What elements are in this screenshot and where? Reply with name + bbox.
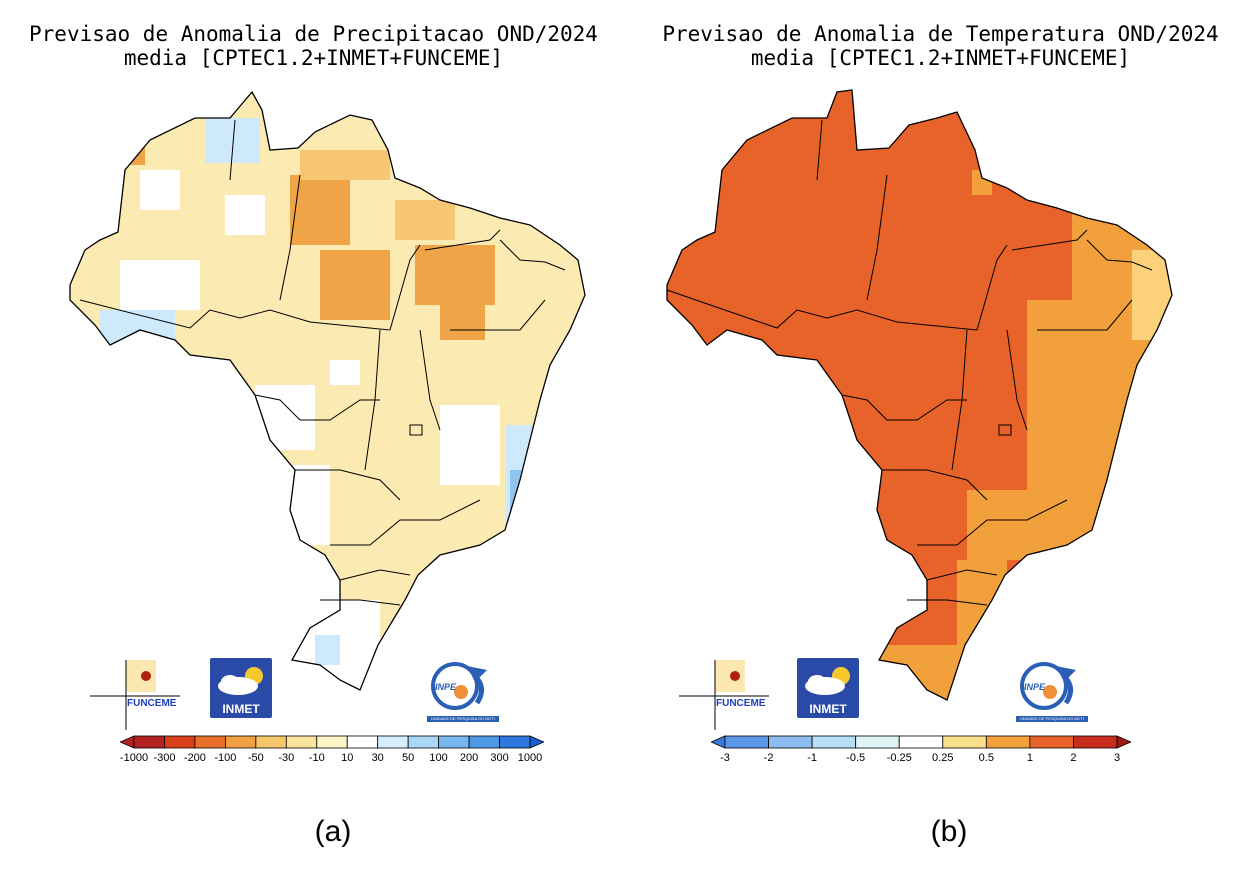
temperature-title-line2: media [CPTEC1.2+INMET+FUNCEME] bbox=[750, 46, 1131, 70]
colorbar-tick-label: 0.25 bbox=[932, 752, 954, 764]
colorbar-tick-label: -30 bbox=[278, 752, 295, 764]
inpe-sub-label: UNIDADE DE PESQUISA DO MCTI bbox=[1016, 716, 1088, 722]
inpe-logo: INPE bbox=[1020, 662, 1076, 710]
colorbar-tick-label: 1000 bbox=[517, 752, 543, 764]
precipitation-title: Previsao de Anomalia de Precipitacao OND… bbox=[0, 22, 627, 70]
colorbar-segment bbox=[133, 735, 165, 749]
funceme-label: FUNCEME bbox=[127, 698, 177, 709]
colorbar-segment bbox=[942, 735, 987, 749]
colorbar-tick-label: 10 bbox=[341, 752, 354, 764]
colorbar-arrow-right bbox=[529, 735, 544, 749]
precipitation-title-line2: media [CPTEC1.2+INMET+FUNCEME] bbox=[123, 46, 504, 70]
colorbar-tick-label: -3 bbox=[720, 752, 730, 764]
inmet-label: INMET bbox=[222, 702, 260, 716]
sun-cloud-icon bbox=[218, 667, 263, 695]
colorbar-segment bbox=[224, 735, 257, 749]
colorbar-tick-label: 2 bbox=[1070, 752, 1077, 764]
colorbar-segment bbox=[194, 735, 226, 749]
temperature-title-line1: Previsao de Anomalia de Temperatura OND/… bbox=[662, 22, 1219, 46]
colorbar-segment bbox=[499, 735, 531, 749]
colorbar-tick-label: -50 bbox=[247, 752, 264, 764]
colorbar-segment bbox=[468, 735, 500, 749]
colorbar-arrow-right bbox=[1116, 735, 1131, 749]
colorbar-tick-label: -0.25 bbox=[886, 752, 912, 764]
colorbar-tick-label: 300 bbox=[490, 752, 509, 764]
colorbar-arrow-left bbox=[120, 735, 135, 749]
colorbar-segment bbox=[407, 735, 440, 749]
colorbar-arrow-left bbox=[711, 735, 726, 749]
colorbar-tick-label: -0.5 bbox=[846, 752, 866, 764]
inpe-sub-label: UNIDADE DE PESQUISA DO MCTI bbox=[427, 716, 499, 722]
colorbar-segment bbox=[768, 735, 813, 749]
colorbar-tick-label: 0.5 bbox=[978, 752, 994, 764]
colorbar-segment bbox=[438, 735, 470, 749]
precipitation-title-line1: Previsao de Anomalia de Precipitacao OND… bbox=[29, 22, 598, 46]
caption-b: (b) bbox=[930, 815, 968, 848]
funceme-label: FUNCEME bbox=[716, 698, 766, 709]
precipitation-colorbar bbox=[120, 735, 544, 749]
colorbar-segment bbox=[898, 735, 944, 749]
colorbar-segment bbox=[346, 735, 379, 749]
sun-cloud-icon bbox=[805, 667, 850, 695]
colorbar-segment bbox=[1073, 735, 1118, 749]
colorbar-tick-label: 1 bbox=[1026, 752, 1033, 764]
colorbar-tick-label: -1000 bbox=[119, 752, 149, 764]
temperature-title: Previsao de Anomalia de Temperatura OND/… bbox=[627, 22, 1254, 70]
funceme-logo bbox=[679, 660, 769, 730]
colorbar-tick-label: 3 bbox=[1113, 752, 1121, 764]
colorbar-tick-label: -100 bbox=[214, 752, 237, 764]
colorbar-tick-label: -2 bbox=[763, 752, 774, 764]
caption-a: (a) bbox=[314, 815, 352, 848]
colorbar-tick-label: 100 bbox=[429, 752, 448, 764]
temperature-panel: Previsao de Anomalia de Temperatura OND/… bbox=[627, 0, 1254, 882]
funceme-logo bbox=[90, 660, 180, 730]
colorbar-segment bbox=[164, 735, 196, 749]
colorbar-segment bbox=[724, 735, 769, 749]
colorbar-tick-label: -300 bbox=[153, 752, 176, 764]
colorbar-tick-label: -10 bbox=[308, 752, 325, 764]
inmet-logo: INMET bbox=[797, 658, 859, 718]
inpe-label: INPE bbox=[435, 682, 457, 692]
precipitation-map bbox=[69, 90, 586, 691]
colorbar-tick-label: -1 bbox=[807, 752, 817, 764]
colorbar-tick-label: -200 bbox=[183, 752, 206, 764]
colorbar-tick-label: 200 bbox=[459, 752, 479, 764]
colorbar-segment bbox=[377, 735, 409, 749]
colorbar-segment bbox=[285, 735, 318, 749]
colorbar-tick-label: 30 bbox=[371, 752, 384, 764]
inpe-logo: INPE bbox=[431, 662, 487, 710]
colorbar-segment bbox=[255, 735, 287, 749]
inmet-logo: INMET bbox=[210, 658, 272, 718]
inmet-label: INMET bbox=[809, 702, 847, 716]
colorbar-segment bbox=[855, 735, 900, 749]
temperature-colorbar bbox=[711, 735, 1131, 749]
precipitation-panel: Previsao de Anomalia de Precipitacao OND… bbox=[0, 22, 627, 848]
colorbar-tick-label: 50 bbox=[402, 752, 415, 764]
colorbar-segment bbox=[1029, 735, 1074, 749]
colorbar-segment bbox=[811, 735, 857, 749]
colorbar-segment bbox=[316, 735, 348, 749]
inpe-label: INPE bbox=[1024, 682, 1046, 692]
temperature-map bbox=[666, 89, 1173, 701]
colorbar-segment bbox=[985, 735, 1031, 749]
